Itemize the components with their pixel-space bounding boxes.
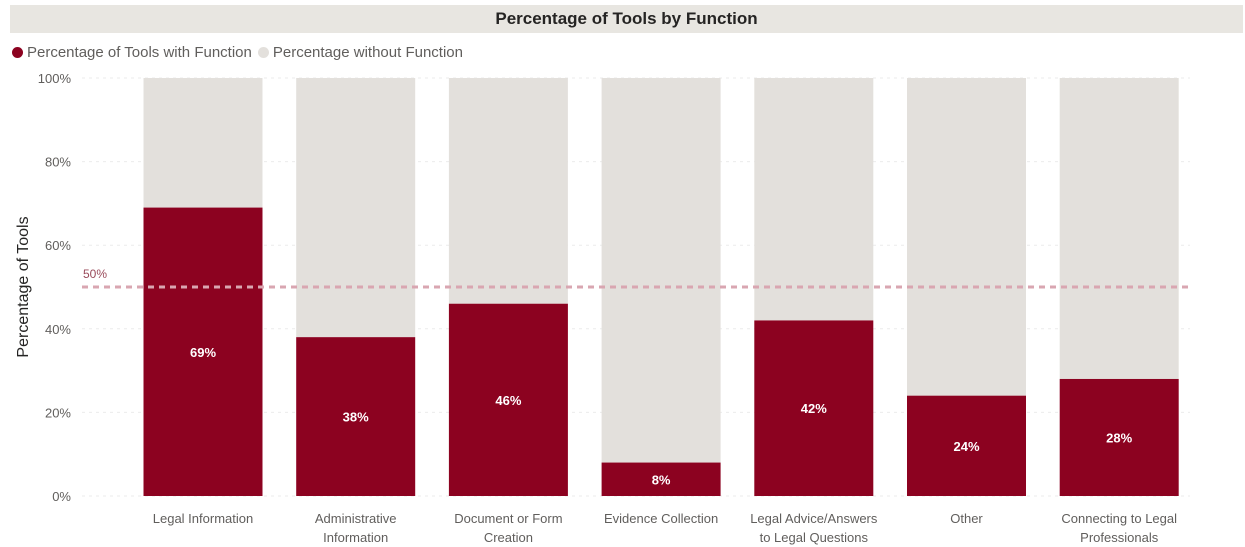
- x-tick-label: Evidence Collection: [604, 511, 718, 526]
- y-tick-label: 60%: [45, 238, 71, 253]
- x-tick-label: Administrative: [315, 511, 397, 526]
- x-tick-label: Professionals: [1080, 530, 1159, 545]
- bar-with-function[interactable]: [448, 303, 568, 496]
- data-label: 42%: [801, 401, 827, 416]
- data-label: 69%: [190, 345, 216, 360]
- data-label: 46%: [495, 393, 521, 408]
- y-axis-title: Percentage of Tools: [15, 216, 32, 357]
- bar-without-function[interactable]: [143, 78, 263, 208]
- bar-without-function[interactable]: [601, 78, 721, 463]
- legend-marker-without-function: [257, 46, 269, 58]
- y-tick-label: 100%: [38, 71, 72, 86]
- legend: Percentage of Tools with Function Percen…: [12, 42, 469, 62]
- data-label: 38%: [343, 410, 369, 425]
- legend-item-without-function[interactable]: Percentage without Function: [257, 43, 463, 61]
- bar-with-function[interactable]: [601, 462, 721, 496]
- legend-label-with-function: Percentage of Tools with Function: [27, 43, 252, 61]
- legend-label-without-function: Percentage without Function: [272, 43, 463, 61]
- bar-with-function[interactable]: [1059, 378, 1179, 496]
- x-tick-label: Connecting to Legal: [1061, 511, 1177, 526]
- reference-line-label: 50%: [83, 267, 107, 281]
- bar-without-function[interactable]: [1059, 78, 1179, 379]
- data-label: 8%: [652, 472, 671, 487]
- data-label: 28%: [1106, 430, 1132, 445]
- chart-title-bar: Percentage of Tools by Function: [10, 5, 1243, 33]
- x-tick-label: Legal Advice/Answers: [750, 511, 878, 526]
- bar-without-function[interactable]: [448, 78, 568, 304]
- bar-without-function[interactable]: [907, 78, 1026, 396]
- legend-marker-with-function: [12, 46, 23, 58]
- x-tick-label: Legal Information: [153, 511, 253, 526]
- y-tick-label: 40%: [45, 322, 71, 337]
- y-tick-label: 80%: [45, 155, 71, 170]
- data-label: 24%: [953, 439, 979, 454]
- bar-with-function[interactable]: [296, 337, 416, 496]
- y-tick-label: 0%: [52, 489, 71, 504]
- x-tick-label: Creation: [484, 530, 533, 545]
- x-tick-label: Document or Form: [454, 511, 562, 526]
- x-tick-label: Information: [323, 530, 388, 545]
- x-tick-label: to Legal Questions: [760, 530, 869, 545]
- y-tick-label: 20%: [45, 405, 71, 420]
- x-tick-label: Other: [950, 511, 983, 526]
- bar-with-function[interactable]: [907, 395, 1026, 496]
- bar-with-function[interactable]: [143, 207, 263, 496]
- bar-with-function[interactable]: [754, 320, 874, 496]
- bar-without-function[interactable]: [296, 78, 416, 338]
- legend-item-with-function[interactable]: Percentage of Tools with Function: [12, 44, 252, 61]
- bar-without-function[interactable]: [754, 78, 874, 321]
- chart-title: Percentage of Tools by Function: [495, 9, 758, 28]
